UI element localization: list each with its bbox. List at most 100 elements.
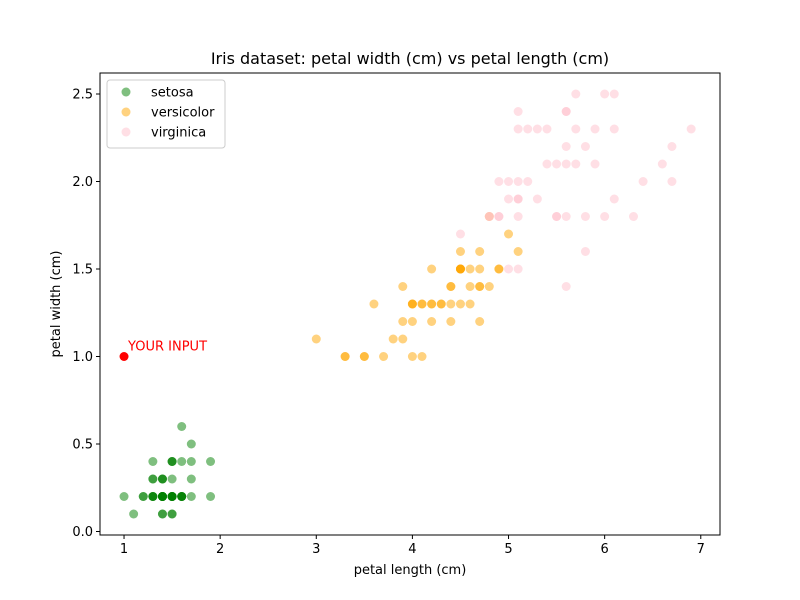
- data-point: [119, 492, 129, 501]
- data-point: [552, 212, 562, 221]
- data-point: [186, 492, 196, 501]
- data-point: [148, 492, 158, 501]
- y-tick-label: 1.5: [72, 263, 93, 278]
- data-point: [609, 194, 619, 204]
- data-point: [388, 334, 398, 344]
- data-point: [446, 282, 456, 291]
- data-point: [600, 89, 610, 99]
- x-tick-label: 6: [601, 542, 609, 557]
- data-point: [148, 457, 158, 466]
- y-tick-label: 2.5: [72, 88, 93, 103]
- data-point: [484, 212, 494, 221]
- points-layer: YOUR INPUT: [119, 89, 696, 519]
- data-point: [148, 474, 158, 484]
- data-point: [580, 247, 590, 256]
- data-point: [167, 492, 177, 501]
- data-point: [667, 142, 677, 151]
- data-point: [427, 299, 437, 309]
- data-point: [561, 282, 571, 291]
- plot-frame: [99, 72, 721, 536]
- data-point: [417, 299, 427, 309]
- legend-label: versicolor: [151, 106, 215, 121]
- data-point: [590, 124, 600, 134]
- data-point: [504, 264, 514, 274]
- data-point: [340, 352, 350, 361]
- data-point: [475, 282, 485, 291]
- data-point: [513, 124, 523, 134]
- data-point: [177, 422, 187, 431]
- data-point: [167, 509, 177, 519]
- data-point: [177, 492, 187, 501]
- data-point: [504, 229, 514, 239]
- data-point: [311, 334, 321, 344]
- data-point: [398, 317, 408, 326]
- data-point: [475, 264, 485, 274]
- data-point: [138, 492, 148, 501]
- data-point: [571, 159, 581, 169]
- data-point: [206, 492, 216, 501]
- data-point: [532, 194, 542, 204]
- data-point: [590, 159, 600, 169]
- data-point: [465, 282, 475, 291]
- data-point: [436, 299, 446, 309]
- data-point: [504, 194, 514, 204]
- legend-marker: [121, 107, 131, 117]
- data-point: [206, 457, 216, 466]
- data-point: [580, 142, 590, 151]
- data-point: [398, 334, 408, 344]
- data-point: [177, 457, 187, 466]
- data-point: [407, 299, 417, 309]
- data-point: [369, 299, 379, 309]
- data-point: [455, 299, 465, 309]
- x-tick-label: 3: [312, 542, 320, 557]
- data-point: [455, 229, 465, 239]
- data-point: [455, 264, 465, 274]
- y-tick-label: 0.5: [72, 438, 93, 453]
- data-point: [561, 159, 571, 169]
- data-point: [571, 89, 581, 99]
- data-point: [484, 282, 494, 291]
- data-point: [186, 474, 196, 484]
- data-point: [609, 124, 619, 134]
- data-point: [407, 317, 417, 326]
- data-point: [186, 457, 196, 466]
- data-point: [465, 299, 475, 309]
- data-point: [523, 177, 533, 186]
- data-point: [494, 264, 504, 274]
- legend-label: setosa: [151, 86, 194, 101]
- x-tick-label: 4: [408, 542, 416, 557]
- data-point: [129, 509, 139, 519]
- y-tick-label: 1.0: [72, 350, 93, 365]
- y-tick-label: 0.0: [72, 525, 93, 540]
- data-point: [398, 282, 408, 291]
- data-point: [475, 317, 485, 326]
- data-point: [532, 124, 542, 134]
- data-point: [561, 107, 571, 116]
- data-point: [465, 264, 475, 274]
- data-point: [542, 159, 552, 169]
- data-point: [542, 124, 552, 134]
- data-point: [571, 124, 581, 134]
- axes-layer: 1 2 3 4 5 6 7 0.0 0.5 1.0 1.5 2.0 2.5: [72, 72, 721, 557]
- data-point: [504, 177, 514, 186]
- data-point: [552, 159, 562, 169]
- x-tick-label: 1: [120, 542, 128, 557]
- series-virginica: [455, 89, 696, 291]
- input-annotation: YOUR INPUT: [127, 340, 207, 355]
- data-point: [359, 352, 369, 361]
- data-point: [667, 177, 677, 186]
- data-point: [475, 247, 485, 256]
- chart-title: Iris dataset: petal width (cm) vs petal …: [211, 49, 609, 68]
- data-point: [157, 509, 167, 519]
- data-point: [628, 212, 638, 221]
- series-versicolor: [311, 212, 523, 361]
- data-point: [119, 352, 129, 361]
- data-point: [513, 194, 523, 204]
- data-point: [513, 264, 523, 274]
- series-setosa: [119, 422, 216, 519]
- x-axis-label: petal length (cm): [354, 563, 467, 578]
- legend-marker: [121, 87, 131, 97]
- data-point: [513, 247, 523, 256]
- data-point: [494, 212, 504, 221]
